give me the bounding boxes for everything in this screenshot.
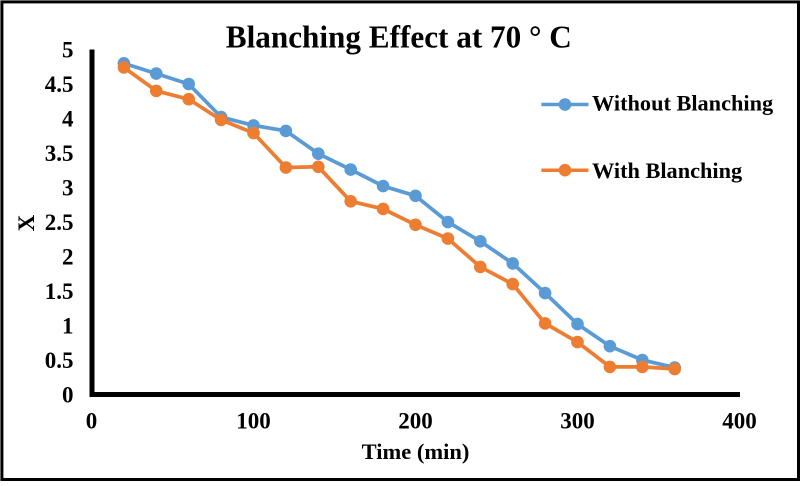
svg-text:0: 0	[86, 409, 98, 434]
svg-text:4.5: 4.5	[45, 72, 74, 97]
svg-text:300: 300	[560, 409, 595, 434]
svg-text:0.5: 0.5	[45, 348, 74, 373]
svg-text:Blanching Effect at 70 ° C: Blanching Effect at 70 ° C	[226, 20, 572, 55]
svg-text:Time (min): Time (min)	[362, 439, 470, 464]
svg-text:3: 3	[62, 175, 74, 200]
svg-text:0: 0	[62, 382, 74, 407]
svg-text:200: 200	[398, 409, 433, 434]
svg-text:400: 400	[722, 409, 757, 434]
svg-text:2: 2	[62, 244, 74, 269]
svg-text:4: 4	[62, 106, 74, 131]
svg-text:1.5: 1.5	[45, 279, 74, 304]
svg-text:X: X	[14, 214, 39, 231]
svg-text:2.5: 2.5	[45, 210, 74, 235]
svg-text:Without Blanching: Without Blanching	[592, 91, 773, 116]
svg-text:5: 5	[62, 37, 74, 62]
svg-text:1: 1	[62, 313, 74, 338]
svg-text:100: 100	[236, 409, 271, 434]
svg-text:3.5: 3.5	[45, 141, 74, 166]
svg-text:With Blanching: With Blanching	[592, 158, 742, 183]
